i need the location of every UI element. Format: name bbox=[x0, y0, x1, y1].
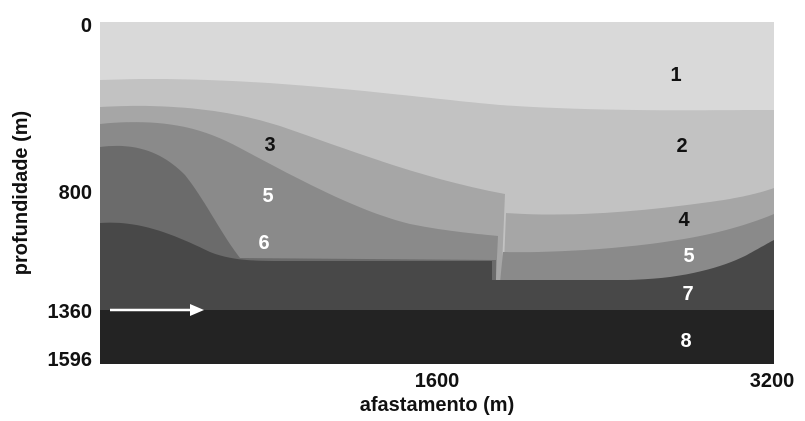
layers bbox=[100, 22, 774, 364]
layer-label-2: 2 bbox=[676, 135, 687, 157]
y-tick-1596: 1596 bbox=[48, 349, 93, 371]
layer-label-6: 6 bbox=[258, 232, 269, 254]
y-tick-1360: 1360 bbox=[48, 301, 93, 323]
layer-label-1: 1 bbox=[670, 64, 681, 86]
arrow-head bbox=[190, 304, 204, 316]
y-tick-800: 800 bbox=[59, 182, 92, 204]
y-tick-0: 0 bbox=[81, 15, 92, 37]
layer-label-7: 7 bbox=[682, 283, 693, 305]
layer-label-3: 3 bbox=[264, 134, 275, 156]
x-tick-1600: 1600 bbox=[415, 370, 460, 392]
y-axis-title: profundidade (m) bbox=[10, 111, 32, 275]
layer-label-5-right: 5 bbox=[683, 245, 694, 267]
layer-label-8: 8 bbox=[680, 330, 691, 352]
x-tick-3200: 3200 bbox=[750, 370, 795, 392]
layer-label-4: 4 bbox=[678, 209, 690, 231]
layer-label-5-left: 5 bbox=[262, 185, 273, 207]
x-axis-title: afastamento (m) bbox=[360, 394, 514, 416]
layer-8 bbox=[100, 310, 774, 364]
